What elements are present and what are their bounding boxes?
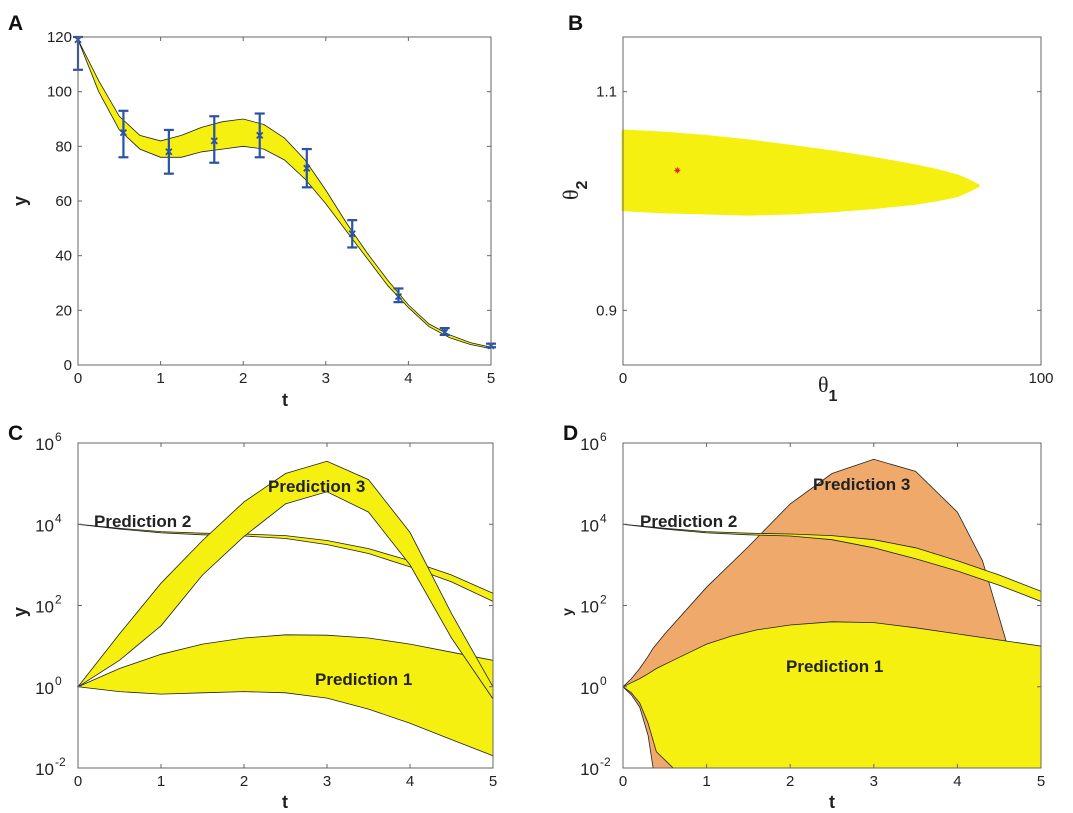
- panel-b-ylabel-symbol: θ: [558, 189, 583, 200]
- panel-b-xlabel-symbol: θ: [818, 372, 829, 397]
- panel-d-band-layer: [622, 458, 1042, 769]
- panel-d-xtick-label: 1: [702, 773, 710, 790]
- panel-b-ylabel: θ2: [558, 180, 591, 200]
- panel-c-prediction-2-label: Prediction 2: [94, 512, 191, 531]
- panel-d-xtick-label: 0: [619, 773, 627, 790]
- panel-a-xtick-label: 2: [239, 370, 247, 387]
- panel-a-xtick-label: 4: [404, 370, 412, 387]
- panel-a-ytick-label: 0: [64, 357, 72, 374]
- panel-d-ytick-exponent: 0: [600, 674, 607, 688]
- panel-c-xtick-label: 3: [323, 773, 331, 790]
- panel-a-xtick-label: 0: [74, 370, 82, 387]
- panel-d-prediction-3-label: Prediction 3: [813, 475, 910, 494]
- panel-a-data-layer: [73, 35, 496, 350]
- panel-c-ytick-exponent: 6: [55, 430, 62, 444]
- panel-c-ytick-exponent: 4: [55, 511, 62, 525]
- panel-a-prediction-band: [77, 39, 492, 350]
- panel-c-band-layer: [76, 460, 494, 757]
- panel-a-ytick-label: 60: [55, 193, 72, 210]
- panel-b-ytick-label: 0.9: [596, 302, 617, 319]
- panel-d-ytick-label: 10: [580, 516, 599, 535]
- panel-c-ytick-exponent: -2: [55, 755, 66, 769]
- panel-c-label: C: [8, 422, 23, 445]
- panel-b-parameter-region: [621, 129, 980, 216]
- panel-c-xtick-label: 1: [157, 773, 165, 790]
- panel-d-ylabel: y: [559, 608, 575, 616]
- panel-b-axes-frame: [622, 36, 1042, 366]
- panel-a-ytick-label: 20: [55, 302, 72, 319]
- panel-d-prediction-2-label: Prediction 2: [640, 512, 737, 531]
- panel-c-xtick-label: 4: [406, 773, 414, 790]
- panel-c-xtick-label: 5: [489, 773, 497, 790]
- panel-a-data-point: [119, 129, 128, 137]
- panel-d-xtick-label: 5: [1037, 773, 1045, 790]
- panel-a-xtick-label: 3: [322, 370, 330, 387]
- panel-a-xlabel: t: [282, 390, 288, 410]
- panel-c-xtick-label: 0: [74, 773, 82, 790]
- panel-a-ytick-label: 40: [55, 248, 72, 265]
- panel-a-xtick-label: 5: [487, 370, 495, 387]
- panel-b-estimate-marker: [674, 167, 681, 174]
- panel-c-xtick-label: 2: [240, 773, 248, 790]
- panel-c-ytick-exponent: 0: [55, 674, 62, 688]
- panel-d-ytick-exponent: 4: [600, 511, 607, 525]
- panel-a-band-layer: [77, 39, 492, 350]
- panel-c-ytick-label: 10: [35, 516, 54, 535]
- panel-a-data-point: [210, 137, 218, 145]
- panel-b-xtick-label: 100: [1028, 370, 1053, 387]
- panel-d-ytick-exponent: -2: [600, 755, 611, 769]
- panel-c-ytick-label: 10: [35, 760, 54, 779]
- panel-b-ytick-label: 1.1: [596, 84, 617, 101]
- panel-d-xtick-label: 2: [786, 773, 794, 790]
- panel-a-axes-frame: [77, 36, 492, 366]
- panel-b-region-layer: [621, 129, 980, 216]
- panel-b-ticks: 0 100 0.9 1.1: [596, 84, 1053, 387]
- panel-b-label: B: [568, 12, 583, 35]
- panel-a-label: A: [8, 12, 23, 35]
- panel-d-prediction-1-label: Prediction 1: [786, 657, 883, 676]
- panel-b-xlabel: θ1: [818, 372, 838, 405]
- panel-a: A 0 1 2 3 4 5 0 20 40 60 80 100 120 t y: [8, 12, 496, 410]
- panel-b-ylabel-subscript: 2: [574, 180, 591, 189]
- panel-d-ytick-label: 10: [580, 760, 599, 779]
- panel-d-xtick-label: 3: [870, 773, 878, 790]
- panel-c-prediction-3-label: Prediction 3: [268, 477, 365, 496]
- panel-a-ytick-label: 120: [47, 29, 72, 46]
- panel-c-ytick-label: 10: [35, 435, 54, 454]
- panel-d-ytick-label: 10: [580, 598, 599, 617]
- panel-d-ytick-exponent: 2: [600, 593, 607, 607]
- panel-d-label: D: [563, 422, 578, 445]
- panel-d-ytick-exponent: 6: [600, 430, 607, 444]
- panel-d-xlabel: t: [829, 792, 835, 812]
- panel-a-ticks: 0 1 2 3 4 5 0 20 40 60 80 100 120: [47, 29, 495, 387]
- panel-b-xlabel-subscript: 1: [829, 388, 838, 405]
- panel-a-data-point: [256, 131, 264, 140]
- panel-c-prediction-1-label: Prediction 1: [315, 670, 412, 689]
- panel-d-ytick-label: 10: [580, 435, 599, 454]
- panel-c-ytick-exponent: 2: [55, 593, 62, 607]
- panel-c-ytick-label: 10: [35, 679, 54, 698]
- panel-a-data-point: [303, 164, 311, 172]
- panel-a-data-point: [348, 230, 356, 238]
- panel-a-ylabel: y: [10, 196, 30, 206]
- panel-a-ytick-label: 100: [47, 84, 72, 101]
- panel-d-xtick-label: 4: [953, 773, 961, 790]
- panel-b-xtick-label: 0: [619, 370, 627, 387]
- panel-a-data-point: [441, 328, 449, 336]
- panel-a-ytick-label: 80: [55, 138, 72, 155]
- panel-a-xtick-label: 1: [156, 370, 164, 387]
- panel-c-ytick-label: 10: [35, 598, 54, 617]
- panel-c-prediction-1-band: [76, 634, 494, 757]
- panel-c-xlabel: t: [282, 792, 288, 812]
- panel-a-data-point: [165, 148, 173, 156]
- panel-a-data-point: [394, 293, 403, 301]
- panel-c-ylabel: y: [10, 607, 30, 617]
- panel-d-ytick-label: 10: [580, 679, 599, 698]
